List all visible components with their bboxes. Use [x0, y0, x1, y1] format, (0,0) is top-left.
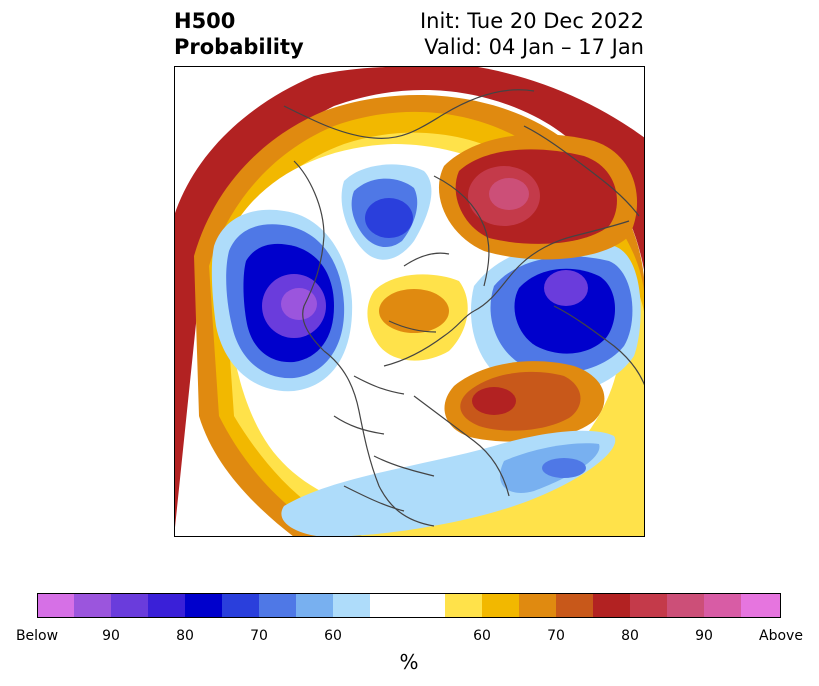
- east-low-core: [544, 270, 588, 306]
- colorbar-tick-label: 60: [324, 628, 342, 644]
- colorbar-border: [37, 593, 781, 618]
- colorbar-cell: [482, 593, 519, 618]
- atlantic-high-red: [460, 371, 581, 431]
- colorbar-cell: [333, 593, 370, 618]
- colorbar-tick-label: Above: [759, 628, 803, 644]
- east-low-deepblue: [514, 268, 616, 354]
- title-left: H500 Probability: [174, 8, 304, 60]
- colorbar-tick-label: 60: [473, 628, 491, 644]
- colorbar-tick-label: 80: [176, 628, 194, 644]
- map-border: [174, 66, 645, 537]
- colorbar-cell: [630, 593, 667, 618]
- colorbar-cell: [667, 593, 704, 618]
- south-low-core: [542, 458, 586, 478]
- coastlines: [283, 89, 645, 527]
- colorbar-cell: [185, 593, 222, 618]
- colorbar-cell: [741, 593, 781, 618]
- colorbar-cell: [296, 593, 333, 618]
- colorbar-cell: [74, 593, 111, 618]
- valid-range: Valid: 04 Jan – 17 Jan: [424, 35, 644, 59]
- colorbar-tick-label: 90: [102, 628, 120, 644]
- colorbar-unit: %: [399, 650, 419, 674]
- colorbar-cell: [259, 593, 296, 618]
- colorbar-cell: [593, 593, 630, 618]
- colorbar: [37, 593, 781, 618]
- colorbar-cell: [556, 593, 593, 618]
- colorbar-cell: [704, 593, 741, 618]
- atlantic-high-core: [472, 387, 516, 415]
- colorbar-tick-label: 70: [547, 628, 565, 644]
- positive-ring-red: [174, 66, 645, 537]
- west-low-core: [281, 288, 317, 320]
- arctic-low-core: [365, 198, 413, 238]
- colorbar-cell: [370, 593, 445, 618]
- title-right: Init: Tue 20 Dec 2022 Valid: 04 Jan – 17…: [420, 8, 644, 60]
- pole-high-orange: [379, 289, 449, 333]
- colorbar-tick-label: 70: [250, 628, 268, 644]
- north-high-peak: [489, 178, 529, 210]
- colorbar-cell: [111, 593, 148, 618]
- colorbar-cell: [148, 593, 185, 618]
- colorbar-cell: [37, 593, 74, 618]
- init-date: Init: Tue 20 Dec 2022: [419, 9, 644, 33]
- colorbar-cell: [519, 593, 556, 618]
- hemisphere-disk: [174, 66, 645, 537]
- probability-map: [174, 66, 645, 537]
- title-product: Probability: [174, 35, 304, 59]
- colorbar-cell: [445, 593, 482, 618]
- title-variable: H500: [174, 9, 236, 33]
- colorbar-tick-label: 90: [695, 628, 713, 644]
- colorbar-tick-label: Below: [15, 628, 59, 644]
- colorbar-tick-label: 80: [621, 628, 639, 644]
- colorbar-cell: [222, 593, 259, 618]
